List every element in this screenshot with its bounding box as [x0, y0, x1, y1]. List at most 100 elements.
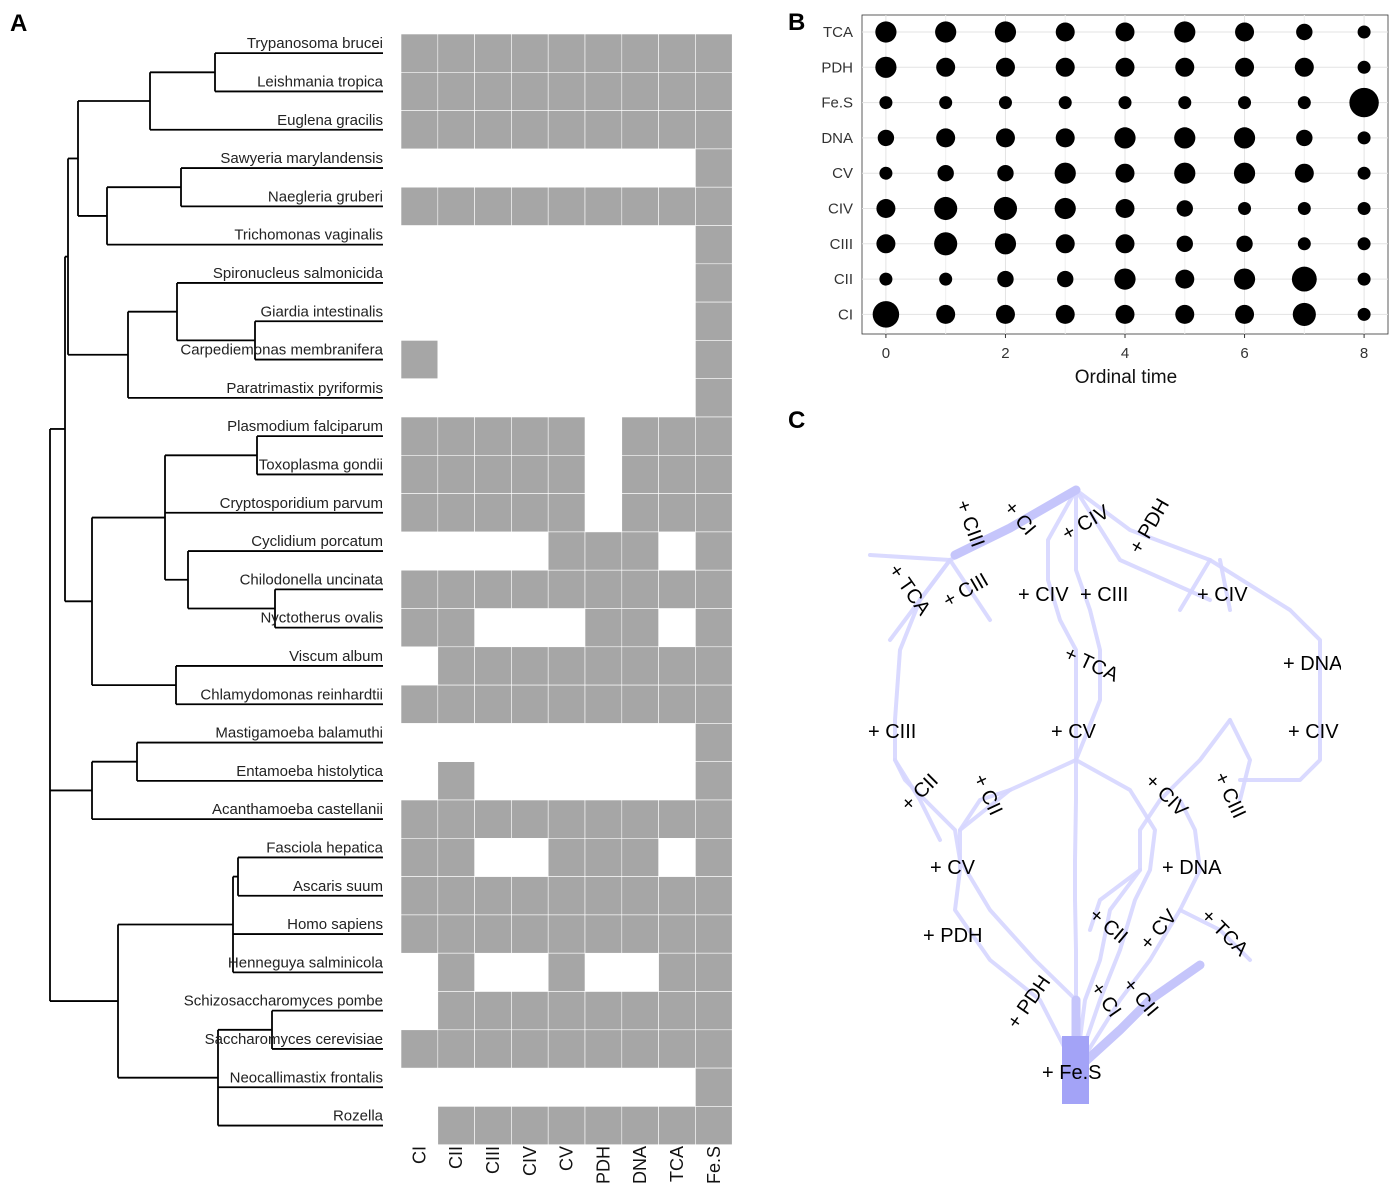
- heatmap-cell: [658, 416, 696, 456]
- heatmap-cell: [695, 837, 733, 877]
- heatmap-cell: [695, 33, 733, 73]
- x-tick-label: 6: [1240, 345, 1248, 362]
- column-label: TCA: [667, 1146, 687, 1182]
- heatmap-cell: [474, 876, 512, 916]
- heatmap-cell: [474, 569, 512, 609]
- heatmap-cell: [511, 684, 549, 724]
- taxon-label: Carpediemonas membranifera: [180, 342, 383, 359]
- taxon-label: Spironucleus salmonicida: [213, 265, 384, 282]
- x-axis-title: Ordinal time: [1075, 367, 1177, 388]
- heatmap-cell: [658, 1029, 696, 1069]
- network-label: + TCA: [1061, 643, 1122, 687]
- bubble-point: [879, 272, 893, 286]
- heatmap-cell: [621, 454, 659, 494]
- y-tick-labels: TCA PDH Fe.S DNA CV CIV CIII CII CI: [821, 24, 853, 323]
- heatmap-cell: [400, 1029, 439, 1069]
- heatmap-cell: [695, 569, 733, 609]
- heatmap-cell: [695, 723, 733, 763]
- heatmap-cell: [511, 1106, 549, 1146]
- heatmap-cell: [400, 493, 439, 533]
- heatmap-cell: [437, 761, 475, 801]
- x-tick-label: 4: [1121, 345, 1129, 362]
- heatmap-cell: [437, 646, 475, 686]
- bubble-point: [935, 21, 957, 43]
- bubble-point: [1291, 266, 1317, 292]
- bubble-point: [1054, 197, 1076, 220]
- y-tick-label: DNA: [821, 130, 853, 147]
- y-tick-label: Fe.S: [821, 95, 853, 112]
- column-label: CIV: [520, 1146, 540, 1176]
- network-edge: [868, 553, 952, 562]
- heatmap-cell: [547, 416, 586, 456]
- bubble-point: [995, 304, 1015, 324]
- network-label: + DNA: [1162, 857, 1222, 879]
- heatmap-cell: [584, 569, 623, 609]
- heatmap-cell: [437, 608, 475, 648]
- heatmap-cell: [437, 493, 475, 533]
- taxon-label: Paratrimastix pyriformis: [226, 380, 383, 397]
- bubble-point: [875, 21, 897, 43]
- heatmap-cell: [658, 991, 696, 1031]
- y-tick-label: TCA: [823, 24, 853, 41]
- bubble-point: [1357, 272, 1371, 286]
- heatmap-cell: [474, 416, 512, 456]
- heatmap-cell: [474, 684, 512, 724]
- network-edges: [868, 485, 1322, 1075]
- taxon-label: Mastigamoeba balamuthi: [215, 725, 383, 742]
- heatmap-cell: [658, 876, 696, 916]
- taxon-label: Cyclidium porcatum: [251, 533, 383, 550]
- heatmap-cell: [474, 33, 512, 73]
- heatmap-cell: [695, 531, 733, 571]
- panel-label-a: A: [10, 10, 27, 37]
- heatmap-cell: [511, 569, 549, 609]
- heatmap-cell: [400, 569, 439, 609]
- network-label: + Fe.S: [1042, 1062, 1101, 1084]
- heatmap-cell: [400, 608, 439, 648]
- heatmap-cell: [547, 110, 586, 150]
- bubble-point: [995, 57, 1015, 77]
- heatmap-cell: [621, 569, 659, 609]
- heatmap-cell: [695, 608, 733, 648]
- bubble-point: [876, 198, 896, 219]
- heatmap-cell: [400, 186, 439, 226]
- taxon-label: Chlamydomonas reinhardtii: [200, 686, 383, 703]
- taxon-label: Homo sapiens: [287, 916, 383, 933]
- bubble-point: [877, 129, 895, 147]
- bubble-point: [1115, 57, 1135, 77]
- bubble-point: [1115, 22, 1135, 42]
- bubble-point: [1238, 96, 1252, 110]
- heatmap-cell: [695, 416, 733, 456]
- network-label: + CIV: [1197, 584, 1248, 606]
- bubble-point: [1055, 22, 1075, 42]
- heatmap-cell: [658, 684, 696, 724]
- heatmap-cell: [584, 646, 623, 686]
- phylogenetic-tree: [49, 52, 383, 1127]
- heatmap-cell: [695, 263, 733, 303]
- heatmap-cell: [400, 33, 439, 73]
- bubble-point: [1357, 237, 1371, 251]
- bubble-point: [1115, 198, 1135, 219]
- heatmap-cell: [474, 72, 512, 111]
- bubble-point: [1296, 23, 1313, 41]
- heatmap-cell: [400, 914, 439, 954]
- bubble-point: [872, 301, 900, 328]
- heatmap-cell: [695, 914, 733, 954]
- network-edge: [1074, 488, 1102, 762]
- heatmap-cell: [547, 569, 586, 609]
- heatmap-cell: [695, 148, 733, 188]
- network-label: + CIV: [1018, 584, 1069, 606]
- heatmap-cell: [695, 991, 733, 1031]
- heatmap-cell: [437, 684, 475, 724]
- bubble-point: [1174, 162, 1196, 184]
- heatmap-cell: [695, 684, 733, 724]
- y-tick-label: CIII: [830, 236, 853, 253]
- heatmap-cell: [621, 684, 659, 724]
- heatmap-cell: [621, 914, 659, 954]
- bubble-point: [934, 196, 958, 221]
- heatmap-cell: [621, 110, 659, 150]
- bubble-point: [1115, 234, 1135, 254]
- heatmap-cell: [695, 799, 733, 839]
- heatmap-cell: [695, 454, 733, 494]
- heatmap-cell: [511, 914, 549, 954]
- heatmap-cell: [695, 493, 733, 533]
